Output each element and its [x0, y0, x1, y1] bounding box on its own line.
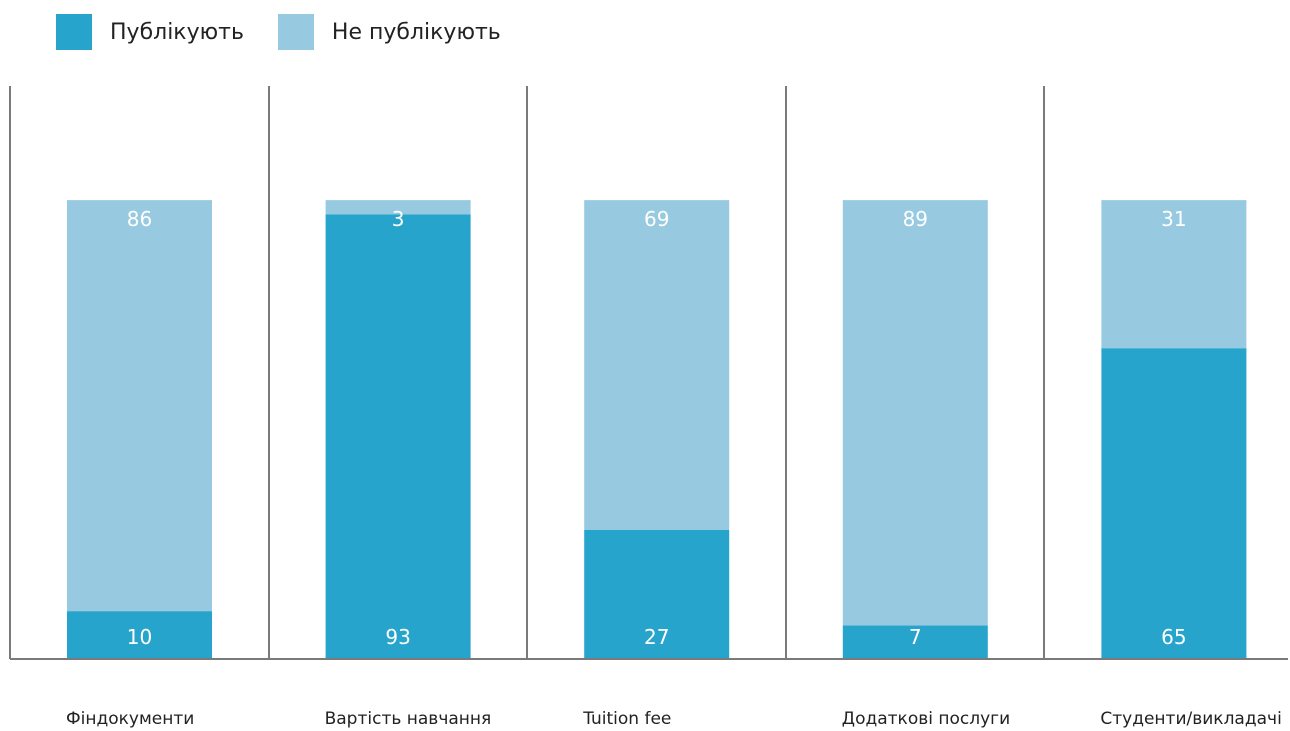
bar-published-1: [325, 214, 471, 659]
category-label-1: Вартість навчання: [325, 709, 492, 729]
bar-not-published-1: [325, 200, 471, 215]
category-label-3: Додаткові послуги: [842, 709, 1010, 729]
category-label-0: Фіндокументи: [66, 709, 194, 729]
legend: Публікують Не публікують: [56, 14, 535, 50]
data-label-not-published-2: 69: [644, 207, 669, 231]
data-label-published-4: 65: [1161, 625, 1186, 649]
bar-published-0: [67, 611, 212, 659]
legend-item-not-published: Не публікують: [277, 14, 501, 50]
bar-not-published-4: [1101, 200, 1247, 349]
legend-label-not-published: Не публікують: [331, 19, 501, 45]
bar-published-2: [584, 529, 730, 659]
data-label-published-0: 10: [127, 625, 152, 649]
bar-not-published-2: [584, 200, 730, 530]
data-label-published-2: 27: [644, 625, 669, 649]
bar-published-3: [842, 625, 988, 659]
data-label-not-published-0: 86: [127, 207, 152, 231]
legend-swatch-published: [56, 14, 92, 50]
category-label-4: Студенти/викладачі: [1100, 709, 1281, 729]
bar-not-published-3: [842, 200, 988, 626]
bar-published-4: [1101, 348, 1247, 659]
bar-not-published-0: [67, 200, 212, 612]
legend-item-published: Публікують: [56, 14, 244, 50]
data-label-published-3: 7: [909, 625, 922, 649]
data-label-not-published-1: 3: [392, 207, 405, 231]
data-label-not-published-4: 31: [1161, 207, 1186, 231]
data-label-not-published-3: 89: [903, 207, 928, 231]
legend-label-published: Публікують: [110, 19, 244, 45]
category-label-2: Tuition fee: [582, 709, 671, 729]
data-label-published-1: 93: [385, 625, 410, 649]
legend-swatch-not-published: [277, 14, 314, 50]
